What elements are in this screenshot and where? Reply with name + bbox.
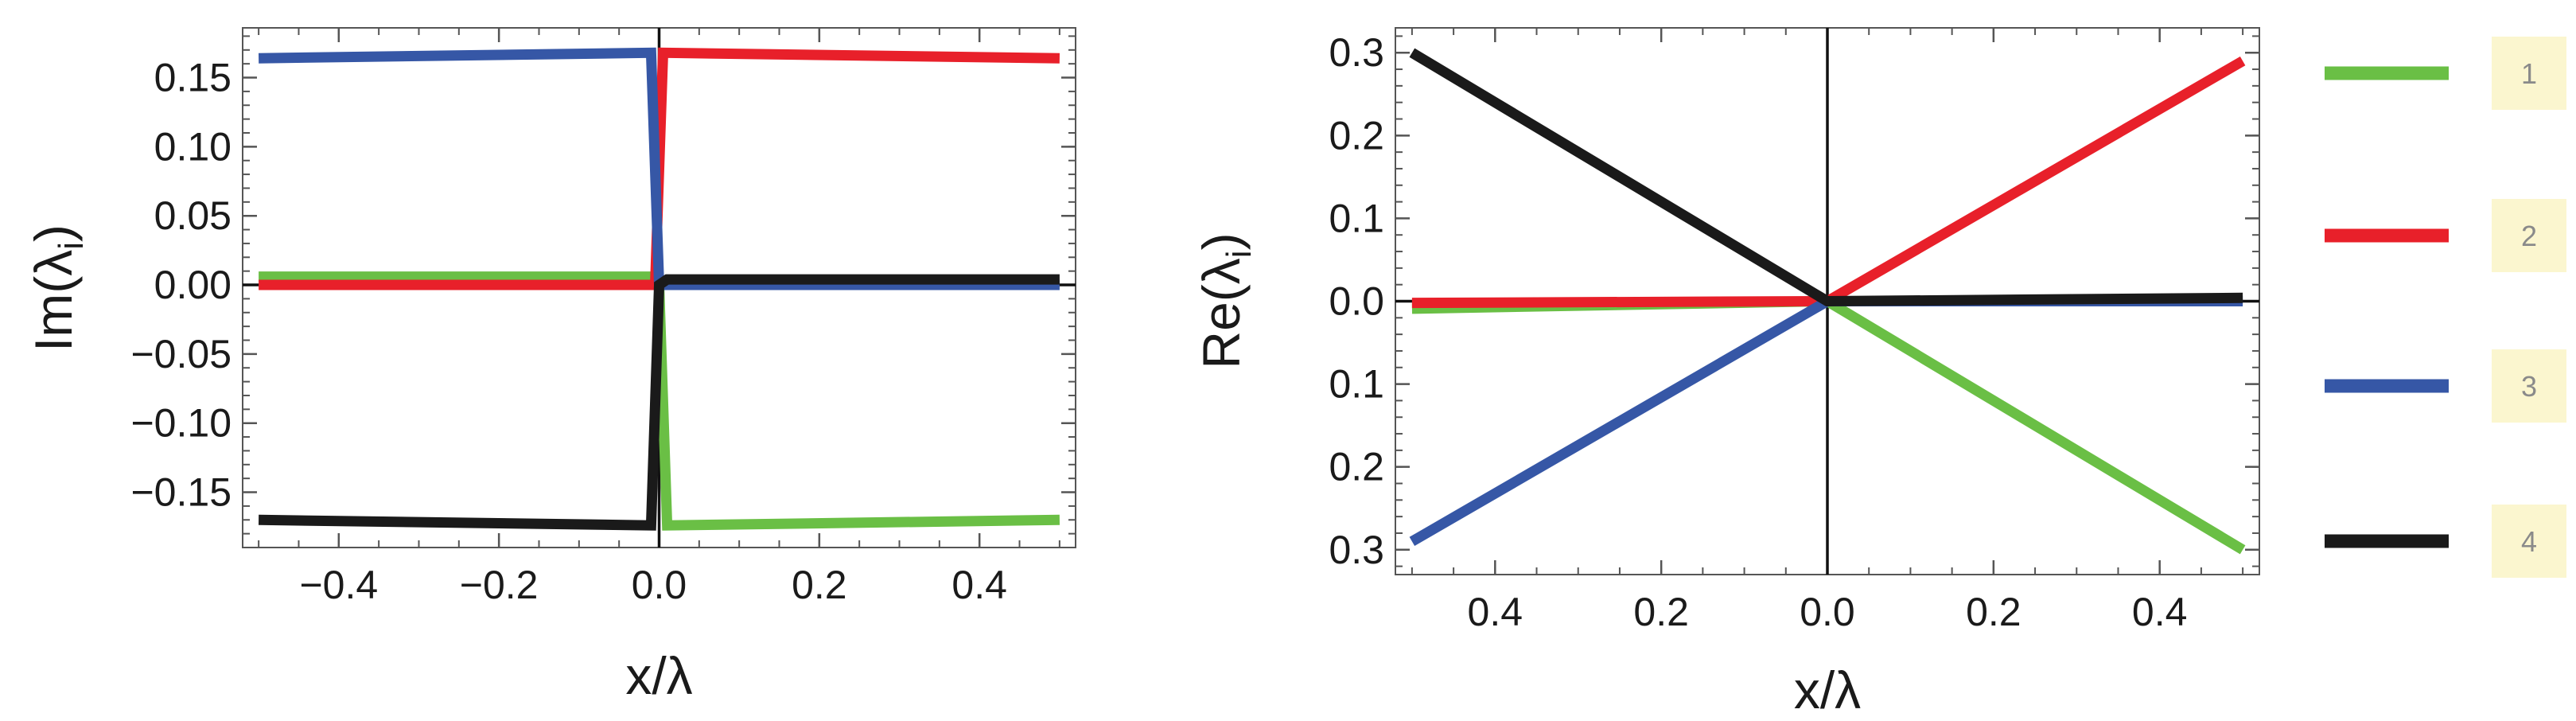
y-tick-label: 0.10 xyxy=(154,124,232,169)
legend-label-2: 2 xyxy=(2521,220,2537,252)
x-tick-label: 0.4 xyxy=(1468,590,1523,634)
x-tick-label: 0.2 xyxy=(792,563,847,607)
legend-label-box xyxy=(2492,37,2566,110)
x-tick-label: −0.2 xyxy=(460,563,539,607)
y-tick-label: 0.1 xyxy=(1329,362,1384,407)
legend: 1 2 3 4 xyxy=(2325,37,2566,578)
x-tick-label: 0.2 xyxy=(1966,590,2021,634)
series-4-line xyxy=(259,274,1060,531)
legend-label-1: 1 xyxy=(2521,57,2537,90)
x-axis-label: x/λ xyxy=(625,646,692,705)
y-tick-label: −0.15 xyxy=(130,470,232,515)
legend-label-box xyxy=(2492,505,2566,578)
y-tick-label: 0.3 xyxy=(1329,528,1384,572)
y-tick-label: 0.1 xyxy=(1329,196,1384,240)
y-tick-label: 0.2 xyxy=(1329,113,1384,158)
x-tick-label: 0.0 xyxy=(632,563,687,607)
x-tick-label: −0.4 xyxy=(299,563,378,607)
legend-label-box xyxy=(2492,349,2566,423)
y-tick-label: −0.05 xyxy=(130,332,232,376)
y-tick-label: 0.15 xyxy=(154,56,232,100)
y-tick-label: 0.0 xyxy=(1329,279,1384,324)
y-tick-label: 0.3 xyxy=(1329,30,1384,75)
y-tick-label: 0.00 xyxy=(154,263,232,307)
x-tick-label: 0.0 xyxy=(1800,590,1855,634)
y-tick-label: −0.10 xyxy=(130,401,232,446)
series-4-line xyxy=(1409,48,2243,307)
im-lambda-panel: 0.15 0.10 0.05 0.00 −0.05 −0.10 −0.15 −0.4 −0.2 0… xyxy=(24,27,1076,705)
y-axis-label: Re(λi) xyxy=(1192,232,1259,368)
x-tick-label: 0.4 xyxy=(2132,590,2188,634)
x-tick-label: 0.4 xyxy=(951,563,1007,607)
x-axis-label: x/λ xyxy=(1794,661,1861,719)
x-tick-label: 0.2 xyxy=(1633,590,1689,634)
re-lambda-panel: 0.3 0.2 0.1 0.0 0.1 0.2 0.3 0.4 0.2 0.0 0.2 0.4 Re(λ… xyxy=(1192,27,2260,719)
series-3-line xyxy=(259,47,1060,290)
y-tick-label: 0.2 xyxy=(1329,445,1384,489)
y-tick-label: 0.05 xyxy=(154,193,232,238)
y-axis-label: Im(λi) xyxy=(24,224,91,352)
legend-label-4: 4 xyxy=(2521,525,2537,558)
legend-label-box xyxy=(2492,199,2566,272)
legend-label-3: 3 xyxy=(2521,370,2537,403)
